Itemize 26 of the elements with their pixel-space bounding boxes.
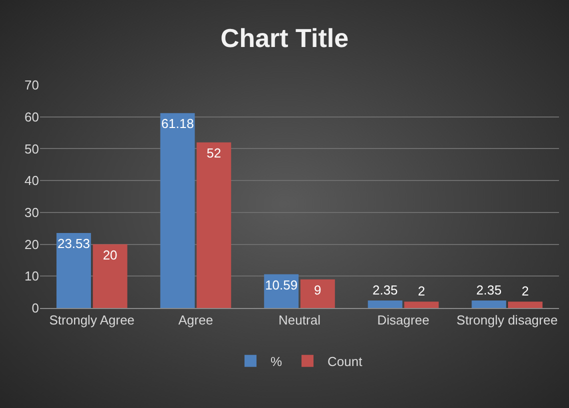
y-tick-label: 70	[24, 78, 39, 93]
data-label: 52	[206, 145, 222, 160]
data-label: 2.35	[476, 282, 502, 298]
data-label: 2.35	[372, 282, 398, 298]
y-tick-label: 40	[24, 173, 39, 188]
x-tick-label: Agree	[178, 312, 214, 328]
y-tick-label: 30	[24, 204, 39, 220]
legend-label: %	[270, 354, 282, 369]
data-label: 10.59	[265, 277, 298, 292]
data-label: 9	[314, 282, 322, 298]
y-tick-label: 60	[24, 109, 39, 124]
x-tick-label: Strongly Agree	[49, 312, 135, 328]
data-label: 23.53	[57, 236, 90, 252]
data-label: 61.18	[161, 116, 194, 132]
x-tick-label: Strongly disagree	[456, 312, 558, 328]
x-tick-label: Disagree	[377, 312, 430, 328]
y-tick-label: 10	[24, 268, 39, 284]
data-label: 2	[418, 284, 426, 299]
x-tick-label: Neutral	[278, 312, 321, 328]
data-label: 2	[522, 284, 529, 299]
y-tick-label: 0	[32, 300, 39, 316]
data-label: 20	[102, 247, 118, 262]
y-tick-label: 50	[24, 141, 39, 156]
chart-title: Chart Title	[220, 22, 349, 53]
y-tick-label: 20	[24, 236, 39, 252]
legend-label: Count	[328, 354, 363, 369]
